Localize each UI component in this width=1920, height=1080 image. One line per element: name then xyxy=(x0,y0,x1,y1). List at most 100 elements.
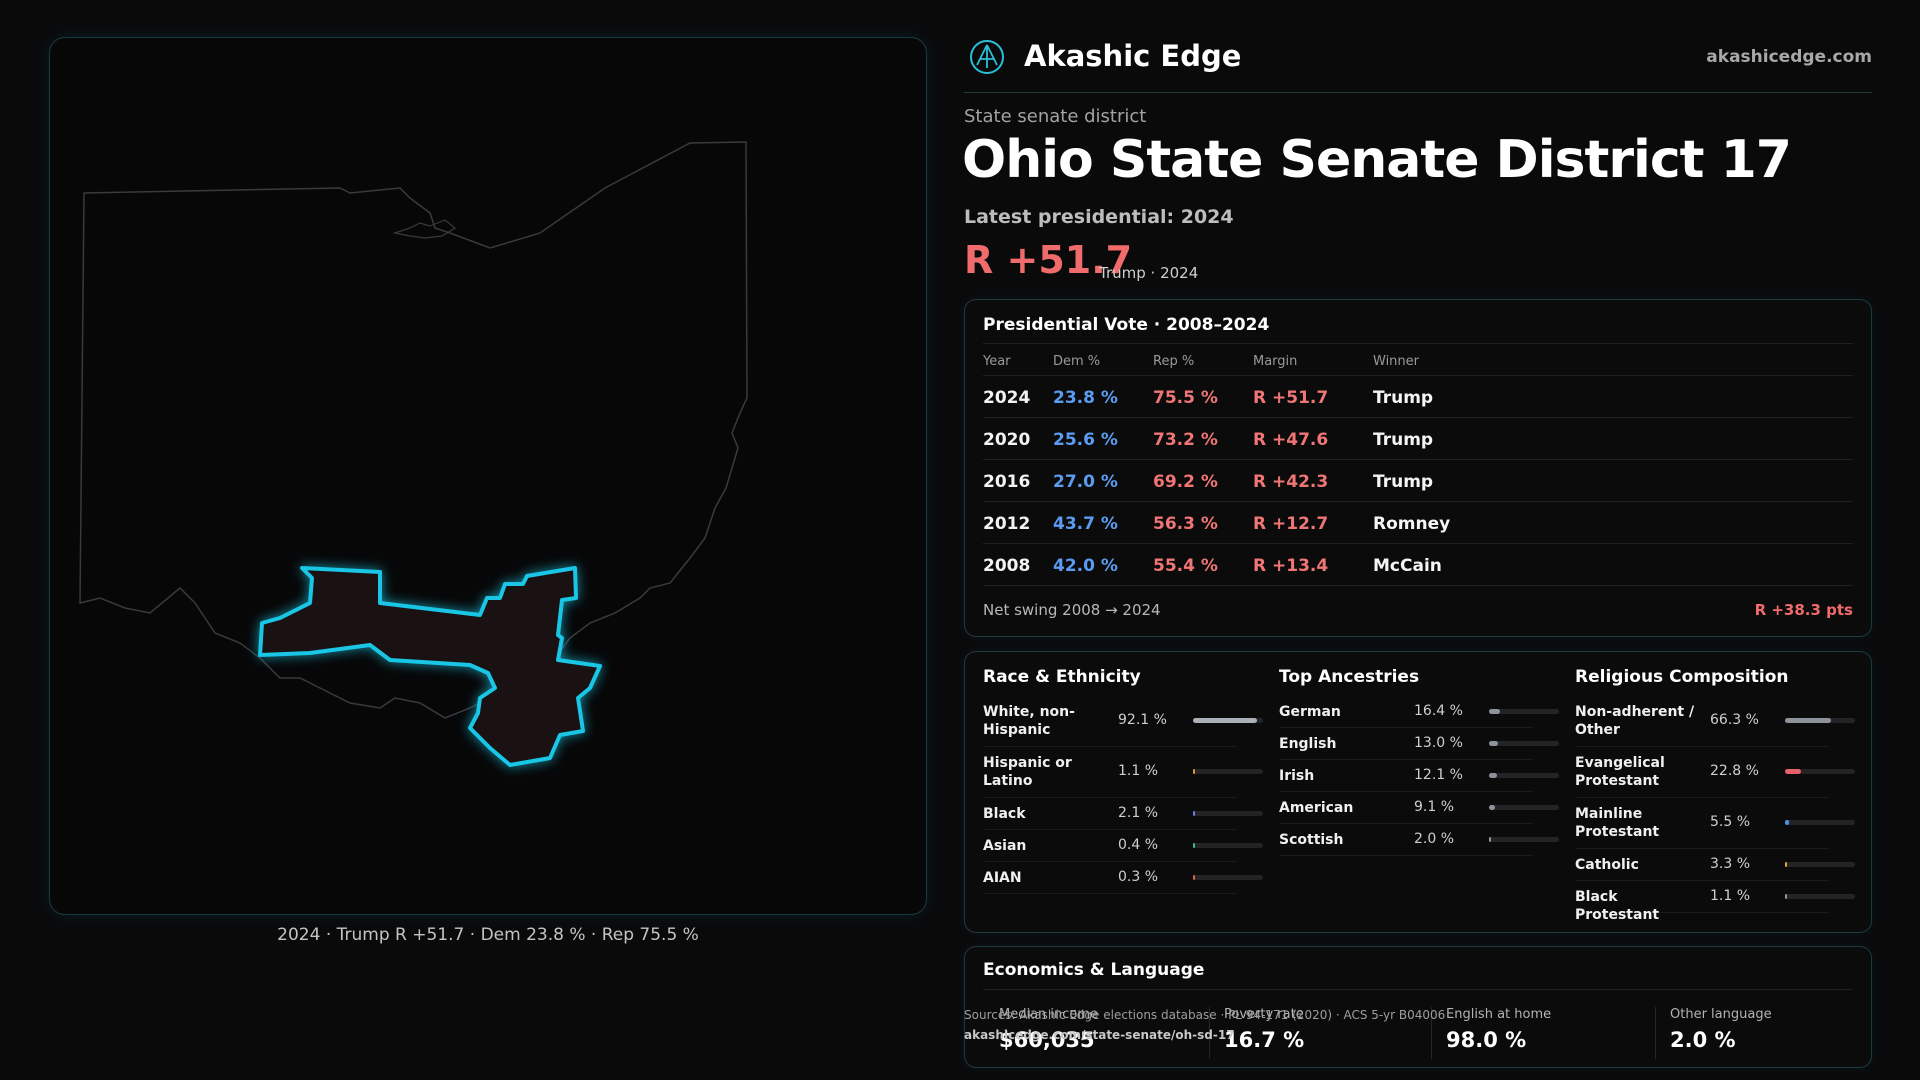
religion-value: 1.1 % xyxy=(1710,888,1751,904)
stat-label: English at home xyxy=(1446,1007,1552,1022)
race-row: White, non-Hispanic 92.1 % xyxy=(983,696,1263,747)
ancestry-bar xyxy=(1489,805,1559,810)
row-year: 2016 xyxy=(983,472,1031,492)
stat-label: Median income xyxy=(999,1007,1099,1022)
stat-value: 16.7 % xyxy=(1224,1028,1305,1052)
district-map[interactable] xyxy=(49,37,927,915)
row-year: 2012 xyxy=(983,514,1031,534)
page-kicker: State senate district xyxy=(964,106,1147,127)
ancestry-row: Scottish 2.0 % xyxy=(1279,824,1559,856)
ancestry-value: 16.4 % xyxy=(1414,703,1463,719)
religion-row: Mainline Protestant 5.5 % xyxy=(1575,798,1855,849)
race-rows: White, non-Hispanic 92.1 % Hispanic or Lat… xyxy=(983,696,1263,894)
stat-value: 98.0 % xyxy=(1446,1028,1527,1052)
ancestry-value: 12.1 % xyxy=(1414,767,1463,783)
race-label: AIAN xyxy=(983,870,1022,886)
religion-value: 66.3 % xyxy=(1710,712,1759,728)
race-bar-fill xyxy=(1193,875,1195,880)
religion-bar-fill xyxy=(1785,820,1789,825)
row-year: 2020 xyxy=(983,430,1031,450)
row-margin: R +47.6 xyxy=(1253,430,1329,450)
ancestry-bar-fill xyxy=(1489,805,1496,810)
row-margin: R +12.7 xyxy=(1253,514,1329,534)
religion-value: 3.3 % xyxy=(1710,856,1751,872)
race-bar-fill xyxy=(1193,718,1258,723)
ancestry-row: German 16.4 % xyxy=(1279,696,1559,728)
ancestry-bar-fill xyxy=(1489,773,1498,778)
race-bar xyxy=(1193,811,1263,816)
presidential-table: Year Dem % Rep % Margin Winner 2024 23.8… xyxy=(983,348,1853,586)
row-winner: Trump xyxy=(1373,388,1434,408)
religion-bar-fill xyxy=(1785,894,1787,899)
religion-row: Catholic 3.3 % xyxy=(1575,849,1855,881)
ancestry-value: 9.1 % xyxy=(1414,799,1455,815)
economics-title: Economics & Language xyxy=(983,960,1205,980)
race-value: 2.1 % xyxy=(1118,805,1159,821)
race-value: 0.3 % xyxy=(1118,869,1159,885)
race-label: Hispanic or Latino xyxy=(983,755,1072,789)
ancestry-bar-fill xyxy=(1489,709,1501,714)
stat-other-language: Other language 2.0 % xyxy=(1655,1007,1875,1059)
ancestry-label: English xyxy=(1279,736,1337,752)
stat-english-at-home: English at home 98.0 % xyxy=(1431,1007,1651,1059)
headline-margin: R +51.7 xyxy=(964,238,1133,282)
race-bar-fill xyxy=(1193,843,1195,848)
emblem-icon[interactable] xyxy=(968,38,1006,76)
religion-row: Non-adherent / Other 66.3 % xyxy=(1575,696,1855,747)
table-row[interactable]: 2012 43.7 % 56.3 % R +12.7 Romney xyxy=(983,502,1853,544)
district-17-boundary[interactable] xyxy=(258,566,602,767)
table-header: Year Dem % Rep % Margin Winner xyxy=(983,348,1853,376)
site-link[interactable]: akashicedge.com xyxy=(1706,47,1872,67)
religion-bar xyxy=(1785,820,1855,825)
table-row[interactable]: 2024 23.8 % 75.5 % R +51.7 Trump xyxy=(983,376,1853,418)
race-bar xyxy=(1193,769,1263,774)
header-rep: Rep % xyxy=(1153,354,1195,369)
stat-label: Poverty rate xyxy=(1224,1007,1304,1022)
religion-title: Religious Composition xyxy=(1575,667,1789,687)
source-note: Sources: Akashic Edge elections database… xyxy=(964,1005,1445,1045)
header-dem: Dem % xyxy=(1053,354,1101,369)
race-bar xyxy=(1193,843,1263,848)
race-bar-fill xyxy=(1193,811,1195,816)
table-row[interactable]: 2020 25.6 % 73.2 % R +47.6 Trump xyxy=(983,418,1853,460)
row-dem: 27.0 % xyxy=(1053,472,1118,492)
religion-bar-fill xyxy=(1785,718,1832,723)
row-margin: R +51.7 xyxy=(1253,388,1329,408)
religion-rows: Non-adherent / Other 66.3 % Evangelical Pr… xyxy=(1575,696,1855,923)
presidential-title: Presidential Vote · 2008–2024 xyxy=(983,315,1270,335)
table-row[interactable]: 2016 27.0 % 69.2 % R +42.3 Trump xyxy=(983,460,1853,502)
row-rep: 69.2 % xyxy=(1153,472,1218,492)
table-row[interactable]: 2008 42.0 % 55.4 % R +13.4 McCain xyxy=(983,544,1853,586)
race-bar-fill xyxy=(1193,769,1195,774)
race-label: White, non-Hispanic xyxy=(983,704,1075,738)
stat-median-income: Median income $60,035 xyxy=(999,1007,1219,1059)
row-rep: 73.2 % xyxy=(1153,430,1218,450)
ancestry-column: Top Ancestries German 16.4 % English 13.0 %… xyxy=(1261,652,1559,932)
row-dem: 25.6 % xyxy=(1053,430,1118,450)
latest-presidential: Latest presidential: 2024 xyxy=(964,206,1234,228)
ancestry-bar xyxy=(1489,773,1559,778)
presidential-card: Presidential Vote · 2008–2024 Year Dem %… xyxy=(964,299,1872,637)
ancestry-value: 13.0 % xyxy=(1414,735,1463,751)
religion-label: Black Protestant xyxy=(1575,889,1660,923)
brand-name[interactable]: Akashic Edge xyxy=(1024,39,1242,73)
race-column: Race & Ethnicity White, non-Hispanic 92.1… xyxy=(965,652,1263,932)
header-year: Year xyxy=(983,354,1011,369)
economics-card: Economics & Language Median income $60,0… xyxy=(964,946,1872,1068)
ancestry-title: Top Ancestries xyxy=(1279,667,1420,687)
race-value: 92.1 % xyxy=(1118,712,1167,728)
map-caption: 2024 · Trump R +51.7 · Dem 23.8 % · Rep … xyxy=(277,925,699,945)
source-url[interactable]: akashicedge.com/state-senate/oh-sd-17 xyxy=(964,1028,1235,1042)
row-winner: Romney xyxy=(1373,514,1451,534)
ohio-map xyxy=(79,141,748,767)
stat-value: $60,035 xyxy=(999,1028,1095,1052)
race-row: Hispanic or Latino 1.1 % xyxy=(983,747,1263,798)
row-rep: 56.3 % xyxy=(1153,514,1218,534)
lake-shore-detail xyxy=(392,219,457,239)
religion-label: Non-adherent / Other xyxy=(1575,704,1695,738)
religion-label: Catholic xyxy=(1575,857,1639,873)
ancestry-bar xyxy=(1489,709,1559,714)
ancestry-bar xyxy=(1489,837,1559,842)
ancestry-row: Irish 12.1 % xyxy=(1279,760,1559,792)
religion-bar xyxy=(1785,894,1855,899)
